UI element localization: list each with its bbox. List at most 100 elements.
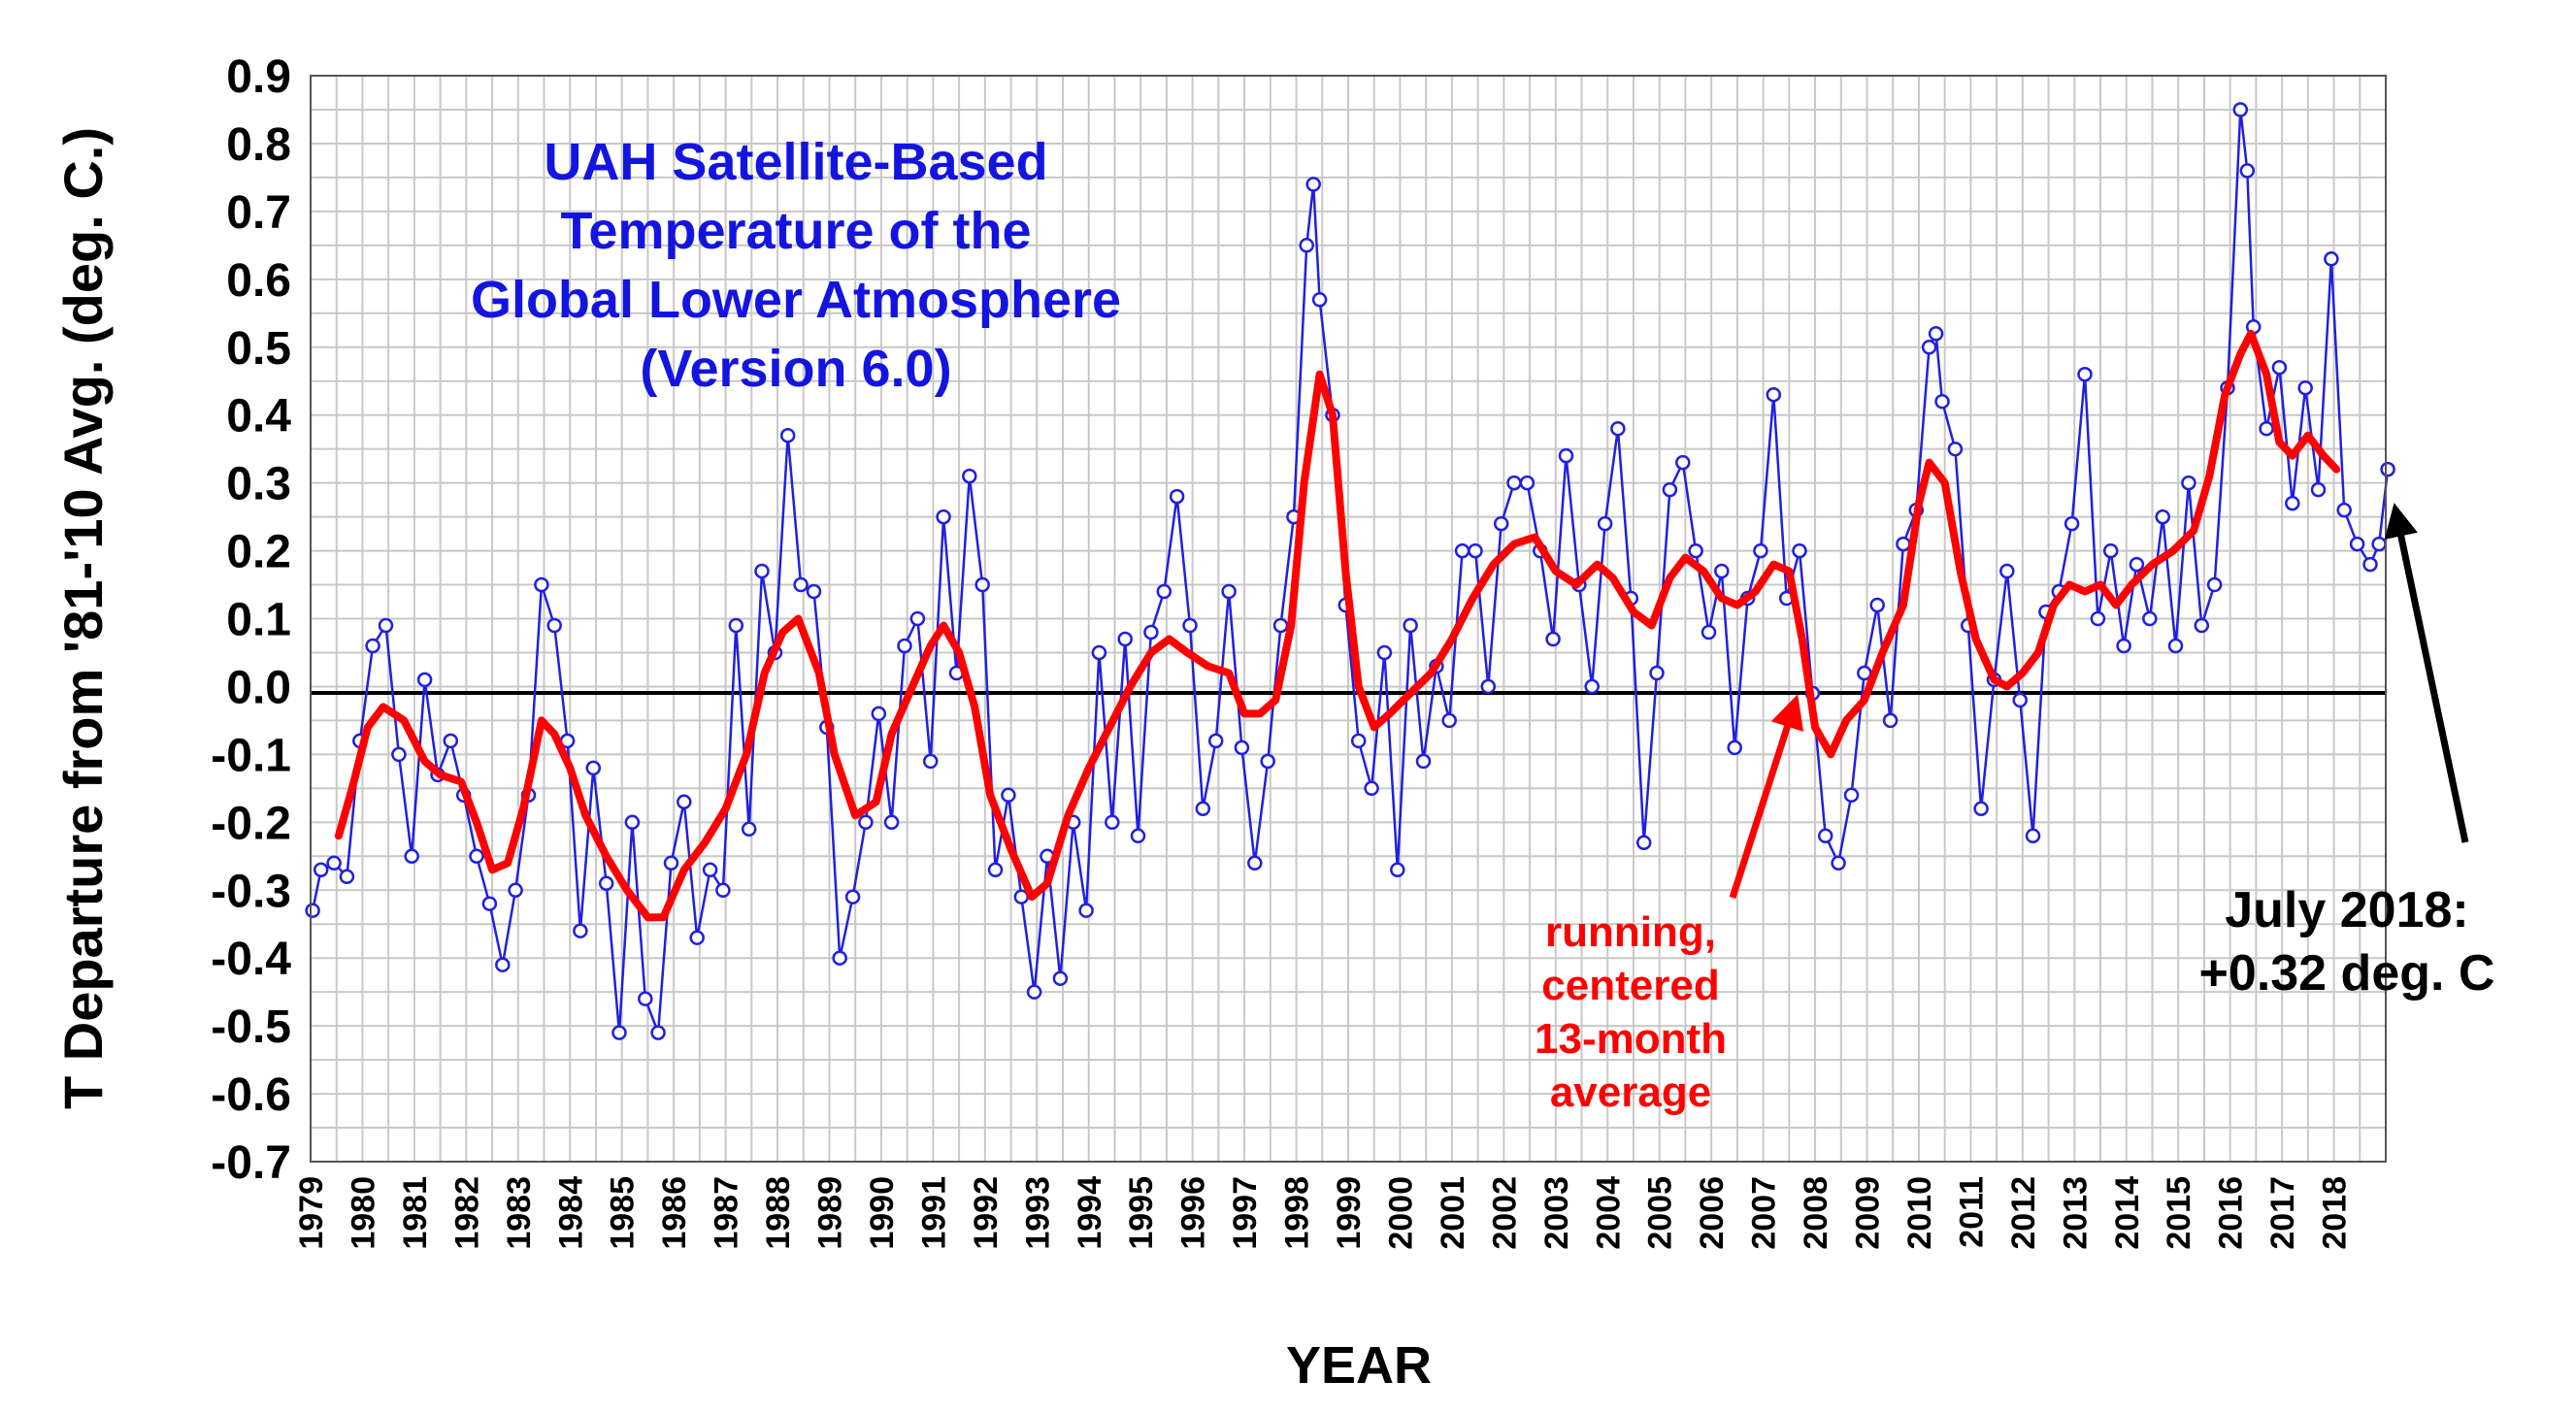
monthly-point — [1688, 542, 1703, 559]
y-tick-label: 0.5 — [226, 323, 291, 375]
monthly-point — [1311, 292, 1328, 308]
monthly-point — [2194, 617, 2210, 634]
monthly-point — [1635, 835, 1652, 851]
x-tick-label: 2018 — [2317, 1176, 2354, 1250]
running-average-annotation: running, centered 13-month average — [1535, 694, 1804, 1116]
monthly-point — [2349, 536, 2365, 552]
x-tick-label: 1988 — [760, 1176, 797, 1250]
x-tick-label: 2016 — [2213, 1176, 2250, 1250]
monthly-point — [1999, 563, 2015, 579]
running-average-series — [334, 329, 2341, 922]
title-line-1: UAH Satellite-Based — [544, 133, 1047, 191]
monthly-point — [909, 610, 926, 627]
monthly-point — [1649, 665, 1665, 681]
monthly-point — [1928, 326, 1944, 342]
monthly-point — [365, 638, 380, 654]
running-average-line-3: 13-month — [1535, 1015, 1727, 1063]
monthly-point — [2259, 420, 2274, 437]
monthly-point — [1675, 454, 1691, 471]
running-average-line-1: running, — [1545, 908, 1716, 956]
monthly-point — [313, 862, 329, 878]
monthly-point — [508, 882, 523, 899]
grid-lines — [310, 75, 2387, 1163]
monthly-point — [1766, 386, 1782, 403]
title-line-2: Temperature of the — [560, 202, 1031, 260]
monthly-point — [883, 814, 900, 831]
monthly-point — [495, 957, 511, 972]
monthly-point — [1117, 631, 1133, 647]
latest-value-annotation: July 2018: +0.32 deg. C — [2199, 503, 2495, 1002]
y-axis-ticks: 0.9 0.8 0.7 0.6 0.5 0.4 0.3 0.2 0.1 0.0 -0.1 -0.2 -0… — [211, 51, 291, 1189]
monthly-point — [2142, 610, 2158, 627]
monthly-point — [391, 746, 407, 763]
monthly-point — [534, 576, 549, 593]
plot-frame — [310, 75, 2387, 1163]
x-tick-label: 1980 — [345, 1176, 381, 1250]
monthly-point — [1364, 780, 1379, 797]
monthly-point — [2025, 828, 2041, 844]
y-tick-label: -0.3 — [211, 866, 291, 917]
x-tick-label: 1992 — [968, 1176, 1005, 1250]
monthly-point — [469, 848, 484, 865]
monthly-point — [573, 923, 588, 938]
y-tick-label: 0.3 — [226, 459, 291, 510]
monthly-point — [974, 576, 990, 593]
monthly-point — [922, 753, 939, 770]
x-tick-label: 2002 — [1486, 1176, 1523, 1250]
y-tick-label: -0.4 — [211, 934, 291, 985]
monthly-point — [1130, 828, 1146, 844]
monthly-point — [2310, 481, 2327, 498]
monthly-point — [2155, 509, 2170, 525]
monthly-point — [871, 706, 887, 722]
monthly-point — [1234, 739, 1250, 756]
x-tick-label: 1994 — [1072, 1176, 1108, 1250]
monthly-point — [1493, 515, 1509, 532]
monthly-point — [546, 617, 562, 634]
x-tick-label: 1993 — [1019, 1176, 1056, 1250]
monthly-point — [779, 427, 796, 444]
monthly-point — [1156, 583, 1172, 600]
latest-value-line-2: +0.32 deg. C — [2199, 945, 2495, 1002]
x-tick-label: 1985 — [605, 1176, 642, 1250]
monthly-point — [1584, 678, 1600, 695]
monthly-point — [1299, 238, 1314, 253]
x-tick-label: 1995 — [1123, 1176, 1160, 1250]
running-average-arrow — [1729, 694, 1804, 900]
monthly-point — [677, 794, 692, 810]
monthly-point — [1376, 644, 1393, 661]
monthly-point — [339, 869, 355, 885]
monthly-point — [1169, 488, 1185, 505]
y-tick-label: 0.2 — [226, 527, 291, 578]
monthly-point — [2012, 692, 2028, 708]
x-tick-label: 2001 — [1435, 1176, 1471, 1250]
monthly-point — [2129, 556, 2145, 573]
monthly-point — [2181, 475, 2196, 491]
monthly-point — [598, 875, 614, 892]
monthly-point — [1857, 665, 1872, 681]
monthly-point — [1545, 631, 1561, 647]
monthly-point — [1247, 855, 1263, 871]
monthly-point — [1143, 624, 1159, 641]
y-tick-label: -0.5 — [211, 1002, 291, 1053]
y-tick-label: -0.6 — [211, 1069, 291, 1121]
monthly-point — [1753, 542, 1768, 559]
monthly-point — [1831, 855, 1846, 871]
monthly-point — [1480, 678, 1497, 695]
monthly-point — [987, 862, 1004, 878]
x-axis-ticks: 1979 1980 1981 1982 1983 1984 1985 1986 1987 1988… — [293, 1176, 2354, 1250]
monthly-point — [702, 862, 718, 878]
y-tick-label: -0.1 — [211, 730, 291, 781]
monthly-point — [2167, 638, 2184, 654]
monthly-point — [404, 848, 419, 865]
monthly-point — [2297, 379, 2313, 396]
monthly-point — [1272, 617, 1289, 634]
monthly-point — [1415, 753, 1432, 770]
monthly-point — [1001, 787, 1016, 804]
x-tick-label: 2006 — [1694, 1176, 1731, 1250]
x-tick-label: 1981 — [397, 1176, 434, 1250]
x-tick-label: 2009 — [1850, 1176, 1887, 1250]
x-tick-label: 2015 — [2161, 1176, 2197, 1250]
y-tick-label: 0.1 — [226, 595, 291, 646]
monthly-point — [1610, 420, 1626, 437]
